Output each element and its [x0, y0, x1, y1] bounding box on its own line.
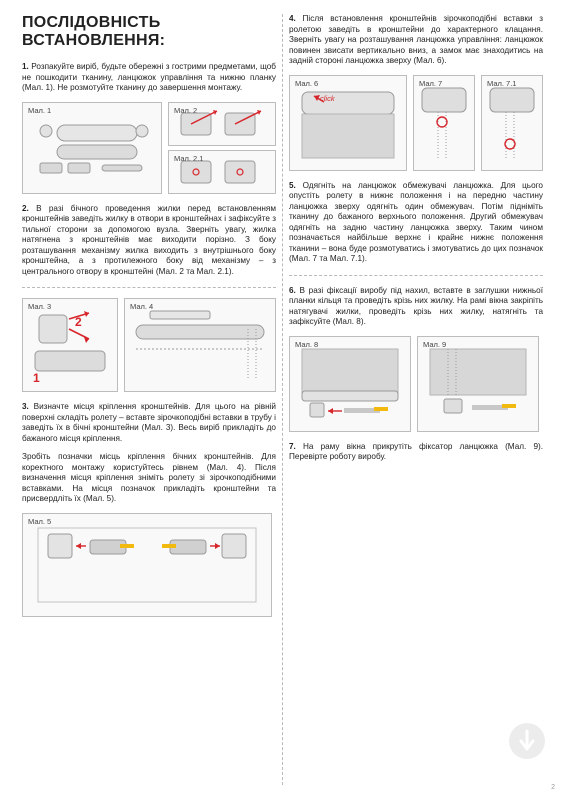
click-label: click — [320, 94, 335, 103]
fig-row-2: Мал. 3 1 2 Мал. 4 — [22, 298, 276, 392]
page-title: ПОСЛІДОВНІСТЬ ВСТАНОВЛЕННЯ: — [22, 14, 276, 50]
para-3: 3. Визначте місця кріплення кронштейнів.… — [22, 402, 276, 444]
fig6-label: Мал. 6 — [295, 79, 318, 88]
drill-brackets-icon — [30, 520, 264, 610]
level-install-icon — [130, 305, 270, 385]
dash-divider-right — [289, 275, 543, 276]
fig3-annot-2: 2 — [75, 315, 82, 329]
limiter-back-icon — [486, 82, 538, 164]
click-install-icon — [296, 82, 400, 164]
fig5-label: Мал. 5 — [28, 517, 51, 526]
para-1: 1. Розпакуйте виріб, будьте обережні з г… — [22, 62, 276, 94]
para-6: 6. В разі фіксації виробу під нахил, вст… — [289, 286, 543, 328]
figure-1: Мал. 1 — [22, 102, 162, 194]
page-number: 2 — [551, 784, 555, 791]
fig-2-stack: Мал. 2 Мал. 2.1 — [168, 102, 276, 194]
figure-9: Мал. 9 — [417, 336, 539, 432]
para-7-num: 7. — [289, 442, 296, 451]
fig1-label: Мал. 1 — [28, 106, 51, 115]
figure-5: Мал. 5 — [22, 513, 272, 617]
figure-6: Мал. 6 click — [289, 75, 407, 171]
para-2-text: В разі бічного проведення жилки перед вс… — [22, 204, 276, 276]
blind-parts-icon — [32, 113, 152, 183]
figure-7-1: Мал. 7.1 — [481, 75, 543, 171]
para-5: 5. Одягніть на ланцюжок обмежувачі ланцю… — [289, 181, 543, 265]
fig4-label: Мал. 4 — [130, 302, 153, 311]
para-2-num: 2. — [22, 204, 29, 213]
right-column: 4. Після встановлення кронштейнів зірочк… — [282, 14, 549, 785]
dash-divider-left — [22, 287, 276, 288]
para-5-num: 5. — [289, 181, 296, 190]
para-2: 2. В разі бічного проведення жилки перед… — [22, 204, 276, 278]
columns: ПОСЛІДОВНІСТЬ ВСТАНОВЛЕННЯ: 1. Розпакуйт… — [16, 14, 549, 785]
para-4-text: Після встановлення кронштейнів зірочкопо… — [289, 14, 543, 65]
para-4-num: 4. — [289, 14, 296, 23]
para-3b: Зробіть позначки місць кріплення бічних … — [22, 452, 276, 505]
chain-fixer-icon — [424, 343, 532, 425]
fig3-annot-1: 1 — [33, 371, 40, 385]
fig-row-r1: Мал. 6 click Мал. 7 — [289, 75, 543, 171]
fig71-label: Мал. 7.1 — [487, 79, 516, 88]
figure-3: Мал. 3 1 2 — [22, 298, 118, 392]
para-6-text: В разі фіксації виробу під нахил, вставт… — [289, 286, 543, 327]
para-4: 4. Після встановлення кронштейнів зірочк… — [289, 14, 543, 67]
figure-4: Мал. 4 — [124, 298, 276, 392]
para-7: 7. На раму вікна прикрутіть фіксатор лан… — [289, 442, 543, 463]
page: ПОСЛІДОВНІСТЬ ВСТАНОВЛЕННЯ: 1. Розпакуйт… — [0, 0, 565, 799]
fig-row-3: Мал. 5 — [22, 513, 276, 617]
fig-row-1: Мал. 1 Мал. 2 — [22, 102, 276, 194]
left-column: ПОСЛІДОВНІСТЬ ВСТАНОВЛЕННЯ: 1. Розпакуйт… — [16, 14, 282, 785]
watermark-icon — [507, 721, 547, 761]
para-3-text: Визначте місця кріплення кронштейнів. Дл… — [22, 402, 276, 443]
figure-7: Мал. 7 — [413, 75, 475, 171]
para-6-num: 6. — [289, 286, 296, 295]
para-3-num: 3. — [22, 402, 29, 411]
fig21-label: Мал. 2.1 — [174, 154, 203, 163]
para-1-text: Розпакуйте виріб, будьте обережні з гост… — [22, 62, 276, 92]
fig-row-r2: Мал. 8 Мал. 9 — [289, 336, 543, 432]
figure-2: Мал. 2 — [168, 102, 276, 146]
limiter-front-icon — [418, 82, 470, 164]
fig9-label: Мал. 9 — [423, 340, 446, 349]
para-7-text: На раму вікна прикрутіть фіксатор ланцюж… — [289, 442, 543, 462]
para-5-text: Одягніть на ланцюжок обмежувачі ланцюжка… — [289, 181, 543, 264]
fig3-label: Мал. 3 — [28, 302, 51, 311]
fig7-label: Мал. 7 — [419, 79, 442, 88]
figure-2-1: Мал. 2.1 — [168, 150, 276, 194]
para-1-num: 1. — [22, 62, 29, 71]
assemble-brackets-icon — [29, 305, 111, 385]
tensioner-icon — [296, 343, 404, 425]
fig8-label: Мал. 8 — [295, 340, 318, 349]
fig2-label: Мал. 2 — [174, 106, 197, 115]
figure-8: Мал. 8 — [289, 336, 411, 432]
